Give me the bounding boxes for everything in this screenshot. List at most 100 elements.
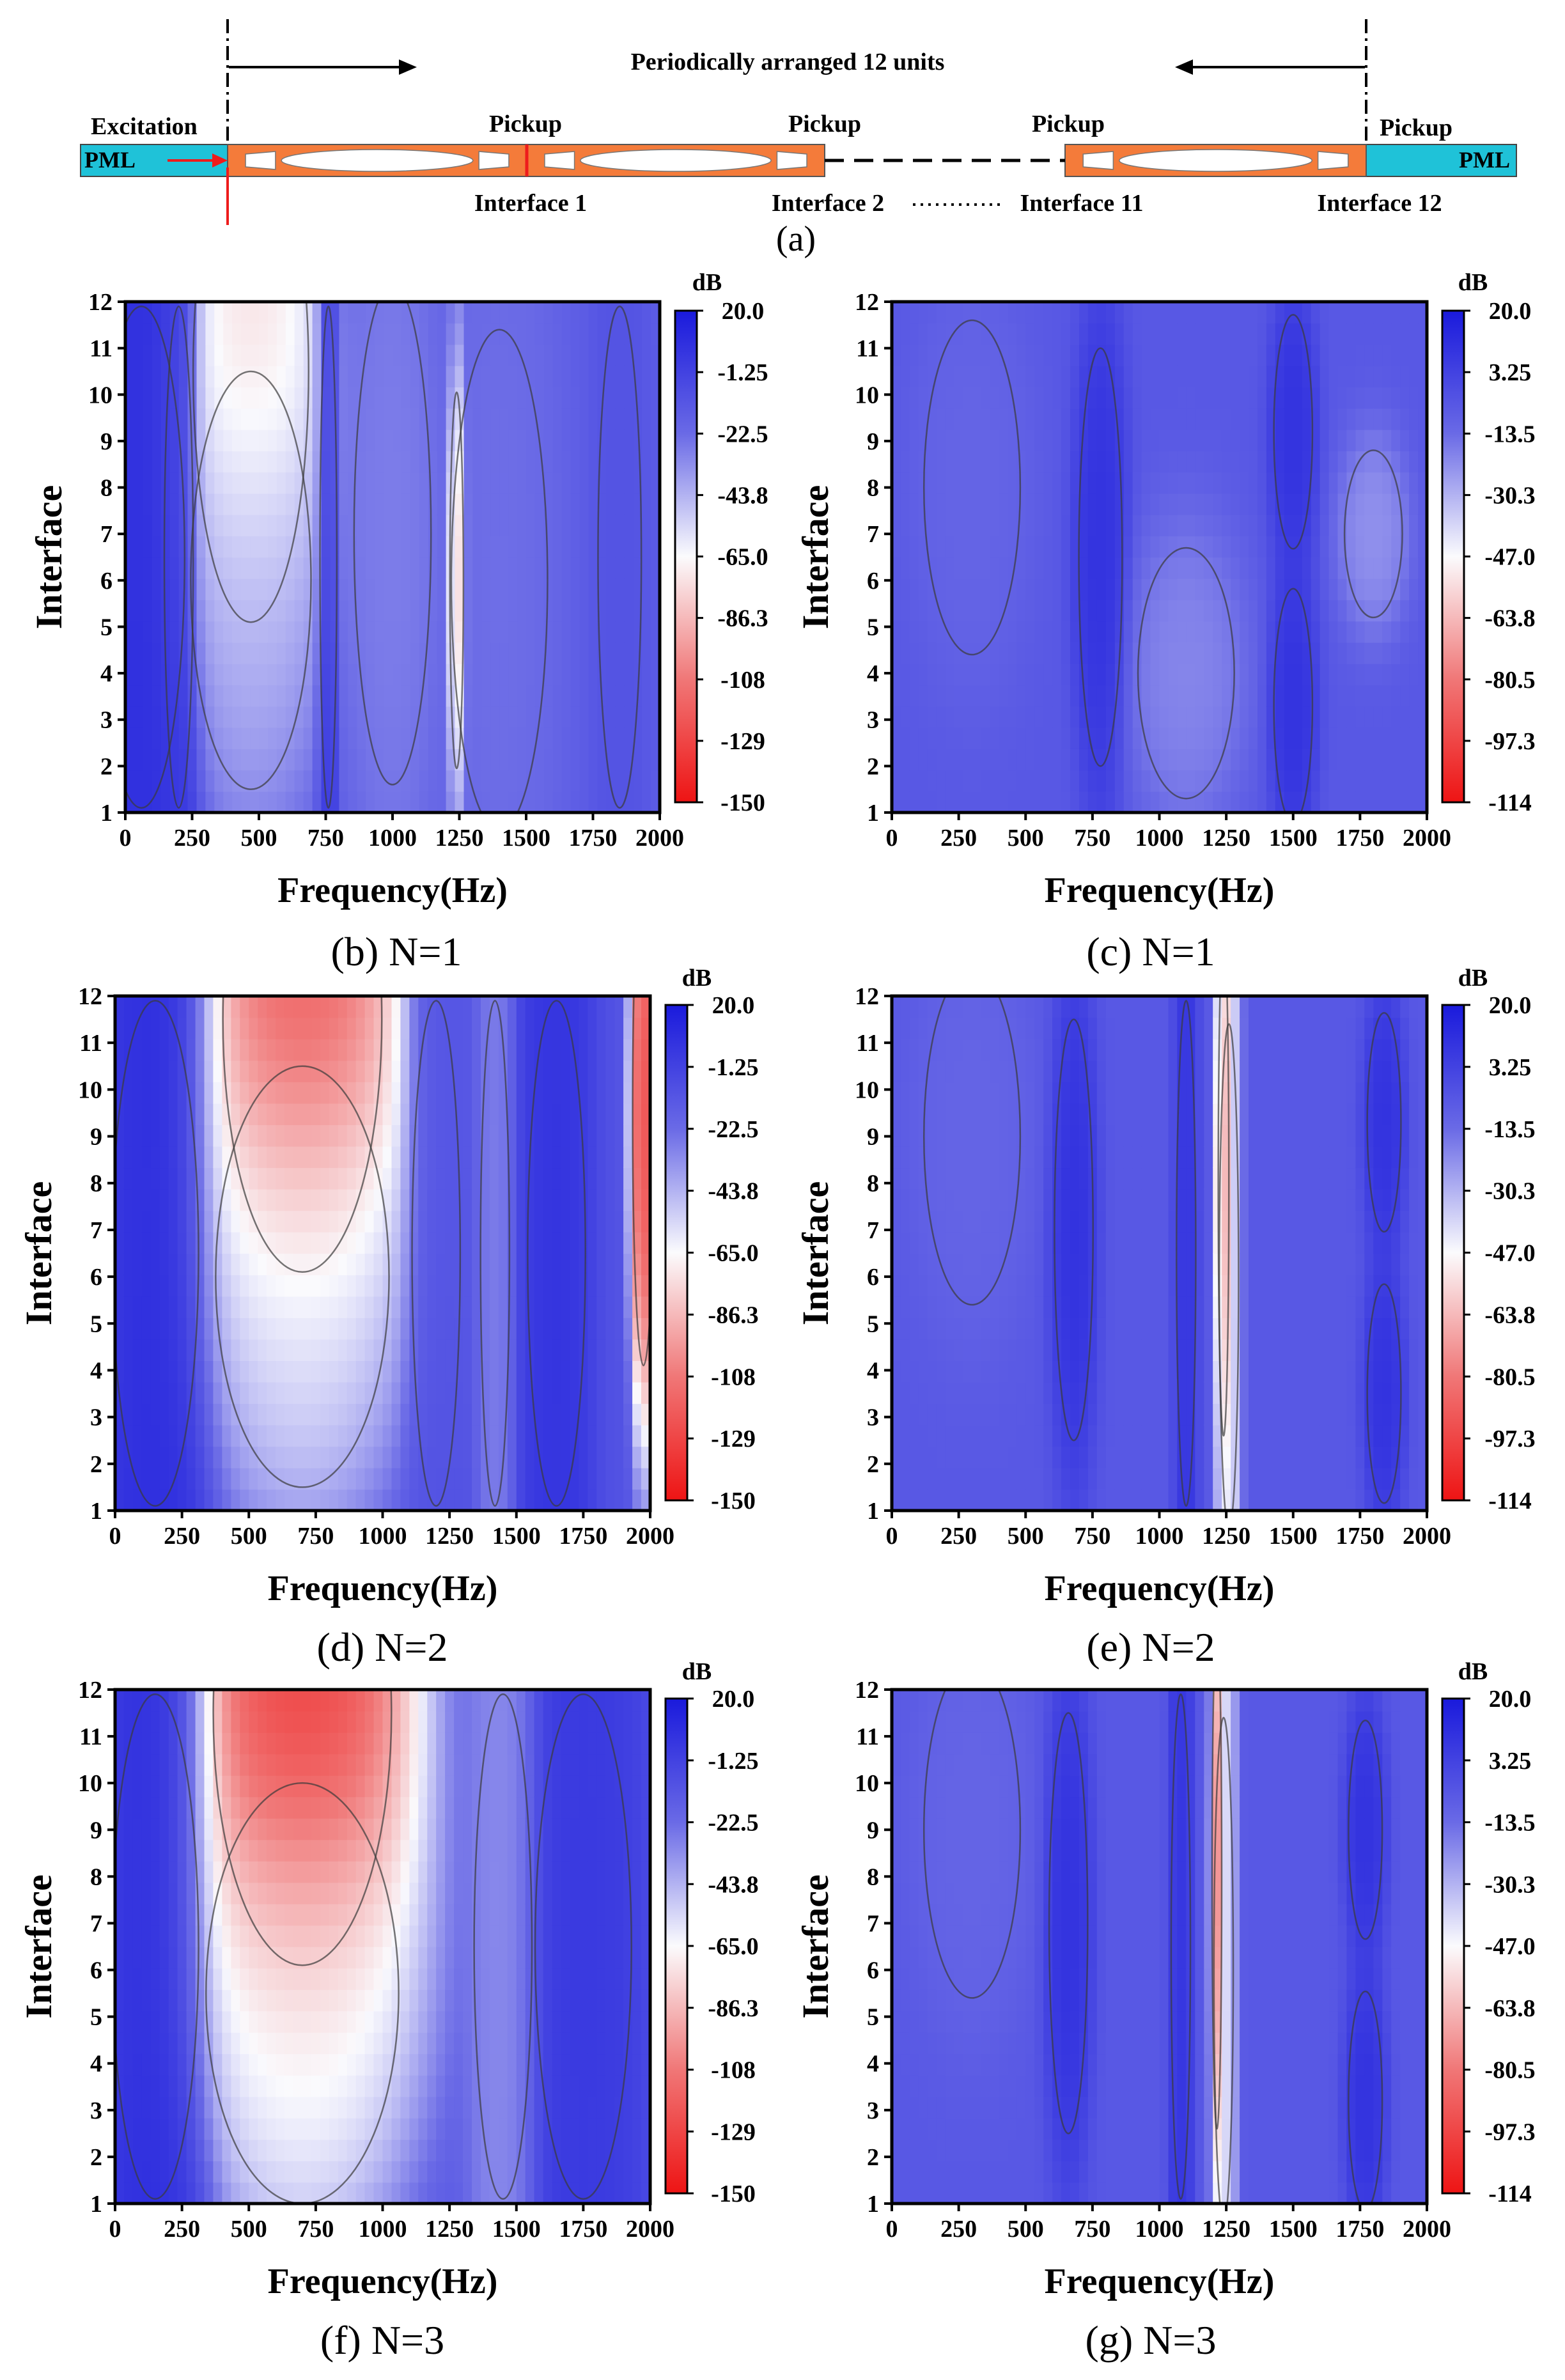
y-tick-label: 11 [856, 1030, 879, 1057]
unit-cell-12 [1064, 144, 1367, 177]
x-tick-label: 2000 [1403, 1523, 1451, 1550]
colorbar-unit: dB [692, 269, 722, 296]
colorbar-unit: dB [1458, 965, 1488, 992]
colorbar-tick-label: -150 [711, 2181, 756, 2207]
y-tick-label: 2 [867, 753, 879, 780]
contour-line [1048, 1712, 1089, 2135]
colorbar-tick-label: -47.0 [1484, 1240, 1535, 1267]
y-tick-label: 5 [867, 614, 879, 641]
colorbar-unit: dB [682, 965, 712, 992]
colorbar-tick-label: -63.8 [1484, 1302, 1535, 1328]
y-tick-label: 2 [867, 2144, 879, 2171]
pickup-label-4: Pickup [1380, 114, 1452, 141]
y-tick-label: 12 [855, 289, 879, 316]
y-tick-label: 12 [88, 289, 113, 316]
x-tick-label: 750 [308, 825, 344, 852]
panel-c: 0 250 500 750 1000 1250 1500 1750 20001234567891… [795, 269, 1536, 974]
x-tick-label: 1250 [1202, 1523, 1250, 1550]
colorbar [674, 309, 698, 804]
colorbar-tick-label: -13.5 [1484, 1116, 1535, 1143]
colorbar-tick-label: -80.5 [1484, 667, 1535, 694]
y-axis-label: Interface [795, 1181, 836, 1325]
y-axis-label: Interface [28, 485, 70, 629]
y-tick-label: 10 [88, 382, 113, 408]
y-tick-label: 3 [867, 1404, 879, 1431]
y-tick-label: 7 [867, 1217, 879, 1244]
y-tick-label: 4 [90, 2051, 102, 2078]
x-tick-label: 500 [1008, 1523, 1044, 1550]
contour-line [411, 1000, 462, 1507]
y-tick-label: 3 [867, 707, 879, 734]
colorbar-tick-label: -13.5 [1484, 1810, 1535, 1837]
pickup-label-1: Pickup [489, 111, 562, 137]
contour-line [353, 302, 432, 786]
x-tick-label: 250 [940, 825, 977, 852]
colorbar-tick-label: 20.0 [722, 298, 765, 325]
x-axis-label: Frequency(Hz) [268, 2262, 498, 2301]
panel-caption: (e) N=2 [1086, 1624, 1215, 1670]
interface-label-2: Interface 2 [772, 190, 884, 217]
x-tick-label: 750 [1074, 1523, 1110, 1550]
contour-line [163, 306, 194, 809]
x-tick-label: 0 [886, 825, 898, 852]
contour-line [449, 391, 465, 770]
x-tick-label: 250 [940, 1523, 977, 1550]
x-tick-label: 1000 [1135, 825, 1184, 852]
unit-cell-2 [526, 144, 825, 177]
unit-cells-left [227, 144, 825, 177]
x-tick-label: 1000 [368, 825, 417, 852]
y-tick-label: 11 [856, 1723, 879, 1750]
x-tick-label: 1750 [569, 825, 618, 852]
heatmap-field-f [115, 1690, 650, 2204]
y-tick-label: 9 [100, 428, 113, 455]
colorbar-tick-label: -150 [720, 789, 765, 816]
colorbar-tick-label: -63.8 [1484, 1995, 1535, 2022]
colorbar-unit: dB [1458, 1658, 1488, 1685]
colorbar-tick-label: -108 [711, 1364, 756, 1390]
y-tick-label: 4 [867, 2051, 879, 2078]
y-axis-label: Interface [795, 485, 836, 629]
panel-caption: (g) N=3 [1086, 2317, 1217, 2363]
contour-line [1343, 449, 1403, 619]
y-axis-label: Interface [795, 1874, 836, 2018]
colorbar-tick-label: -43.8 [717, 482, 768, 509]
colorbar-tick-label: 3.25 [1489, 1054, 1532, 1081]
x-tick-label: 2000 [1403, 825, 1451, 852]
colorbar-tick-label: -30.3 [1484, 482, 1535, 509]
colorbar-tick-label: -150 [711, 1488, 756, 1514]
colorbar-tick-label: -30.3 [1484, 1178, 1535, 1205]
colorbar-tick-label: -108 [711, 2057, 756, 2084]
colorbar-tick-label: -80.5 [1484, 2057, 1535, 2084]
x-tick-label: 1750 [1335, 2216, 1384, 2243]
y-tick-label: 4 [867, 1357, 879, 1384]
contour-line [1218, 1023, 1240, 1511]
excitation-arrow-head [212, 153, 228, 167]
x-tick-label: 0 [120, 825, 132, 852]
colorbar-tick-label: -13.5 [1484, 421, 1535, 447]
pml-left-label: PML [84, 147, 136, 173]
pml-right-block [1366, 144, 1517, 177]
x-tick-label: 250 [164, 1523, 200, 1550]
x-tick-label: 1500 [502, 825, 550, 852]
schematic-panel: Periodically arranged 12 units PML PML E… [80, 19, 1517, 259]
colorbar-tick-label: -22.5 [708, 1810, 758, 1837]
x-tick-label: 1750 [559, 2216, 607, 2243]
y-tick-label: 4 [100, 660, 113, 687]
pickup-label-2: Pickup [788, 111, 861, 137]
contour-line [1348, 1990, 1383, 2204]
panel-d: 0 250 500 750 1000 1250 1500 1750 20001234567891… [18, 965, 759, 1670]
x-axis-label: Frequency(Hz) [1045, 871, 1275, 910]
colorbar [664, 1697, 689, 2195]
pickup-label-3: Pickup [1032, 111, 1105, 137]
colorbar-tick-label: -43.8 [708, 1871, 758, 1898]
colorbar [664, 1004, 689, 1502]
colorbar-tick-label: 3.25 [1489, 359, 1532, 386]
colorbar-tick-label: -22.5 [708, 1116, 758, 1143]
excitation-label: Excitation [91, 113, 198, 140]
colorbar-tick-label: -86.3 [708, 1302, 758, 1328]
y-tick-label: 8 [90, 1863, 102, 1890]
contour-line [190, 370, 312, 790]
x-tick-label: 250 [174, 825, 210, 852]
panel-caption: (b) N=1 [331, 929, 462, 974]
